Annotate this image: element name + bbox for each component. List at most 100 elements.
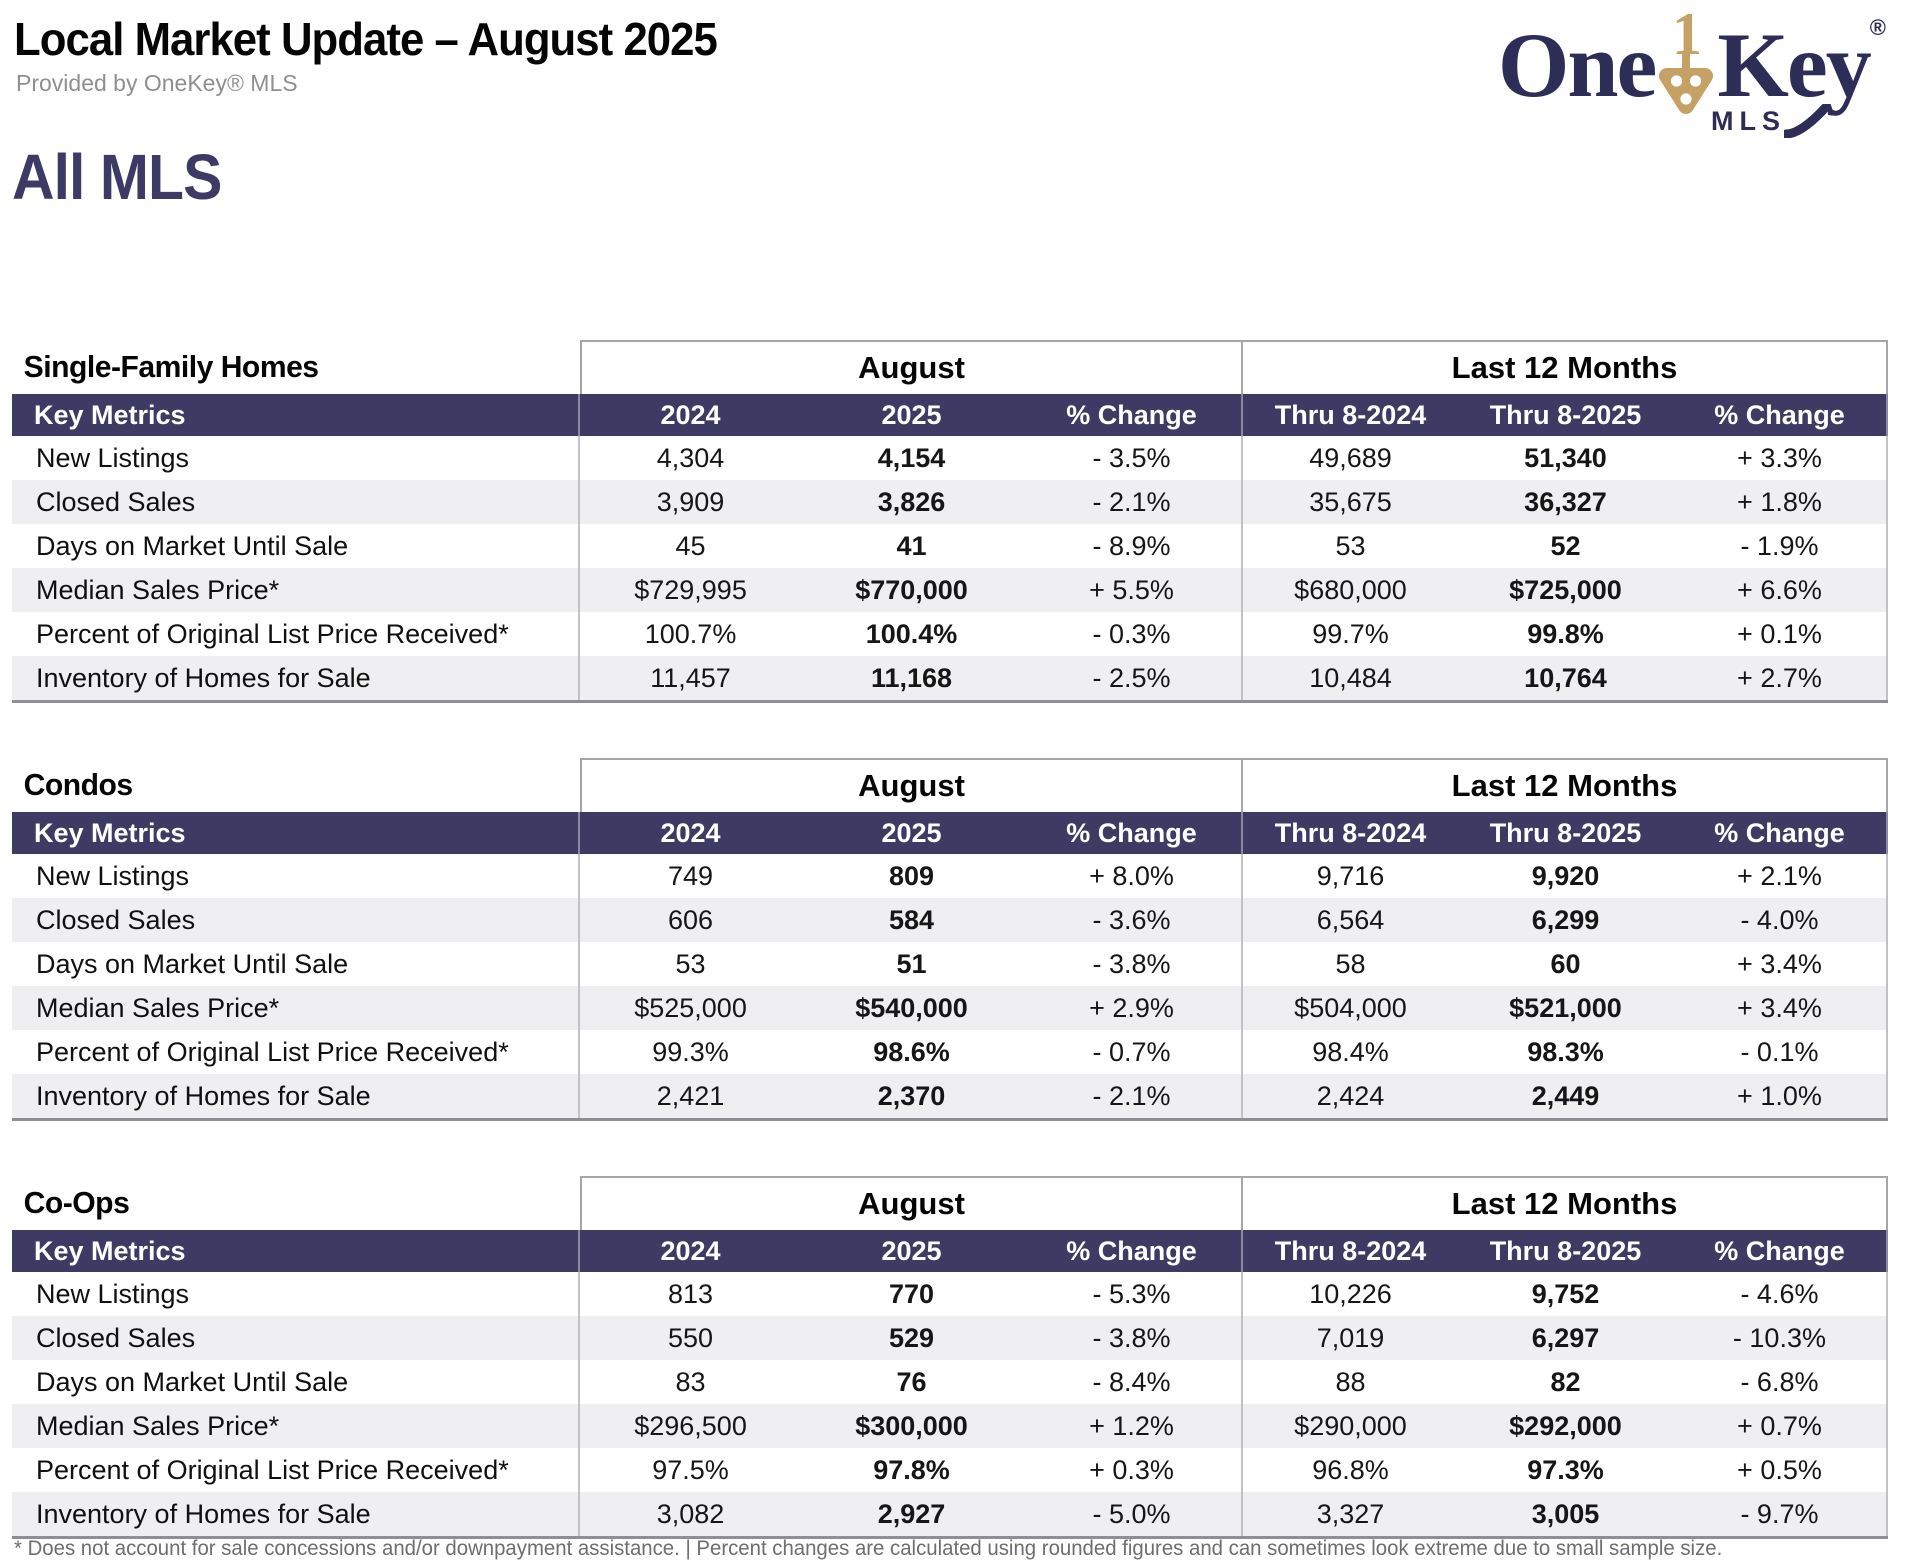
metric-value: $292,000	[1509, 1410, 1622, 1441]
table-body: New Listings 813 770 - 5.3% 10,226 9,752…	[12, 1272, 1888, 1536]
table-row: Closed Sales 606 584 - 3.6% 6,564 6,299 …	[12, 898, 1888, 942]
footnote: * Does not account for sale concessions …	[14, 1537, 1723, 1560]
metric-value: - 4.6%	[1673, 1272, 1888, 1316]
metric-label: Median Sales Price*	[12, 986, 581, 1030]
metric-value: $540,000	[855, 992, 968, 1023]
column-header-row: Key Metrics 2024 2025 % Change Thru 8-20…	[12, 394, 1888, 436]
metric-value: - 3.8%	[1022, 1316, 1243, 1360]
metric-value: + 0.1%	[1673, 612, 1888, 656]
metric-value: + 0.3%	[1022, 1448, 1243, 1492]
metric-value: + 3.3%	[1673, 436, 1888, 480]
column-header-thru-8-2024: Thru 8-2024	[1274, 399, 1427, 430]
metric-value: 53	[675, 948, 706, 979]
metric-value: 97.8%	[873, 1454, 950, 1485]
metric-label: Percent of Original List Price Received*	[12, 612, 581, 656]
onekey-logo-wordmark: One 1 Key ®	[1416, 1, 1886, 124]
column-header-2024: 2024	[660, 817, 721, 848]
logo-one-text: One	[1497, 14, 1658, 117]
table-row: Percent of Original List Price Received*…	[12, 612, 1888, 656]
metric-value: 6,297	[1531, 1322, 1600, 1353]
metric-value: 606	[668, 904, 714, 935]
metric-value: + 0.7%	[1673, 1404, 1888, 1448]
column-header-pct-change: % Change	[1673, 394, 1888, 436]
column-header-2025: 2025	[881, 817, 942, 848]
column-header-thru-8-2025: Thru 8-2025	[1489, 399, 1642, 430]
metric-value: 770	[888, 1278, 935, 1309]
metric-value: 9,920	[1531, 860, 1600, 891]
metric-value: - 4.0%	[1673, 898, 1888, 942]
metric-value: - 2.5%	[1022, 656, 1243, 700]
metric-value: + 6.6%	[1673, 568, 1888, 612]
metric-value: 88	[1335, 1366, 1366, 1397]
column-header-row: Key Metrics 2024 2025 % Change Thru 8-20…	[12, 1230, 1888, 1272]
table-row: Inventory of Homes for Sale 11,457 11,16…	[12, 656, 1888, 700]
column-header-2025: 2025	[881, 399, 942, 430]
page-subtitle: Provided by OneKey® MLS	[16, 70, 298, 96]
metric-value: $300,000	[855, 1410, 968, 1441]
table-co-ops: Co-Ops August Last 12 Months Key Metrics…	[12, 1176, 1888, 1539]
metric-label: Closed Sales	[12, 898, 581, 942]
metric-label: Percent of Original List Price Received*	[12, 1448, 581, 1492]
column-header-pct-change: % Change	[1673, 1230, 1888, 1272]
gold-key-icon: 1	[1657, 1, 1715, 124]
table-body: New Listings 749 809 + 8.0% 9,716 9,920 …	[12, 854, 1888, 1118]
column-header-key-metrics: Key Metrics	[12, 1230, 581, 1272]
metric-value: 10,484	[1309, 662, 1392, 693]
metric-value: 58	[1335, 948, 1366, 979]
table-single-family-homes: Single-Family Homes August Last 12 Month…	[12, 340, 1888, 703]
metric-value: $680,000	[1294, 574, 1407, 605]
metric-value: - 6.8%	[1673, 1360, 1888, 1404]
metric-label: Median Sales Price*	[12, 1404, 581, 1448]
metric-value: 3,909	[656, 486, 725, 517]
column-header-2024: 2024	[660, 1235, 721, 1266]
metric-value: 52	[1550, 530, 1581, 561]
metric-value: + 8.0%	[1022, 854, 1243, 898]
metric-label: Closed Sales	[12, 1316, 581, 1360]
metric-value: 11,457	[650, 662, 731, 693]
group-header-last-12-months: Last 12 Months	[1243, 340, 1888, 394]
table-row: Median Sales Price* $525,000 $540,000 + …	[12, 986, 1888, 1030]
group-header-last-12-months: Last 12 Months	[1243, 1176, 1888, 1230]
table-group-header-row: Co-Ops August Last 12 Months	[12, 1176, 1888, 1230]
metric-value: - 5.3%	[1022, 1272, 1243, 1316]
group-header-august: August	[580, 340, 1244, 394]
metric-value: 6,299	[1531, 904, 1600, 935]
table-row: Inventory of Homes for Sale 3,082 2,927 …	[12, 1492, 1888, 1536]
metric-label: Days on Market Until Sale	[12, 1360, 581, 1404]
metric-value: 76	[896, 1366, 927, 1397]
metric-value: 2,370	[877, 1080, 946, 1111]
metric-value: - 3.6%	[1022, 898, 1243, 942]
metric-value: 529	[888, 1322, 935, 1353]
logo-key-text: Key	[1717, 14, 1871, 117]
metric-value: - 3.5%	[1022, 436, 1243, 480]
group-header-last-12-months: Last 12 Months	[1243, 758, 1888, 812]
column-header-pct-change: % Change	[1022, 1230, 1243, 1272]
metric-value: + 1.0%	[1673, 1074, 1888, 1118]
metric-value: 9,752	[1531, 1278, 1600, 1309]
column-header-thru-8-2025: Thru 8-2025	[1489, 817, 1642, 848]
metric-value: - 0.1%	[1673, 1030, 1888, 1074]
metric-value: 96.8%	[1312, 1454, 1389, 1485]
metric-label: Days on Market Until Sale	[12, 524, 581, 568]
metric-value: 53	[1335, 530, 1366, 561]
column-header-key-metrics: Key Metrics	[12, 812, 581, 854]
metric-value: 3,826	[877, 486, 946, 517]
table-row: Days on Market Until Sale 83 76 - 8.4% 8…	[12, 1360, 1888, 1404]
metric-value: - 10.3%	[1673, 1316, 1888, 1360]
metric-value: 2,424	[1316, 1080, 1385, 1111]
table-row: Days on Market Until Sale 45 41 - 8.9% 5…	[12, 524, 1888, 568]
metric-value: 7,019	[1316, 1322, 1385, 1353]
metric-value: $521,000	[1509, 992, 1622, 1023]
metric-value: 3,327	[1316, 1498, 1385, 1529]
logo-mls: MLS	[1416, 104, 1886, 138]
column-header-thru-8-2024: Thru 8-2024	[1274, 1235, 1427, 1266]
metric-value: - 5.0%	[1022, 1492, 1243, 1536]
metric-value: 9,716	[1316, 860, 1385, 891]
group-header-august: August	[580, 758, 1244, 812]
metric-value: - 0.7%	[1022, 1030, 1243, 1074]
metric-value: 41	[896, 530, 927, 561]
metric-value: 584	[888, 904, 935, 935]
metric-value: 4,304	[656, 442, 725, 473]
column-header-2024: 2024	[660, 399, 721, 430]
table-body: New Listings 4,304 4,154 - 3.5% 49,689 5…	[12, 436, 1888, 700]
